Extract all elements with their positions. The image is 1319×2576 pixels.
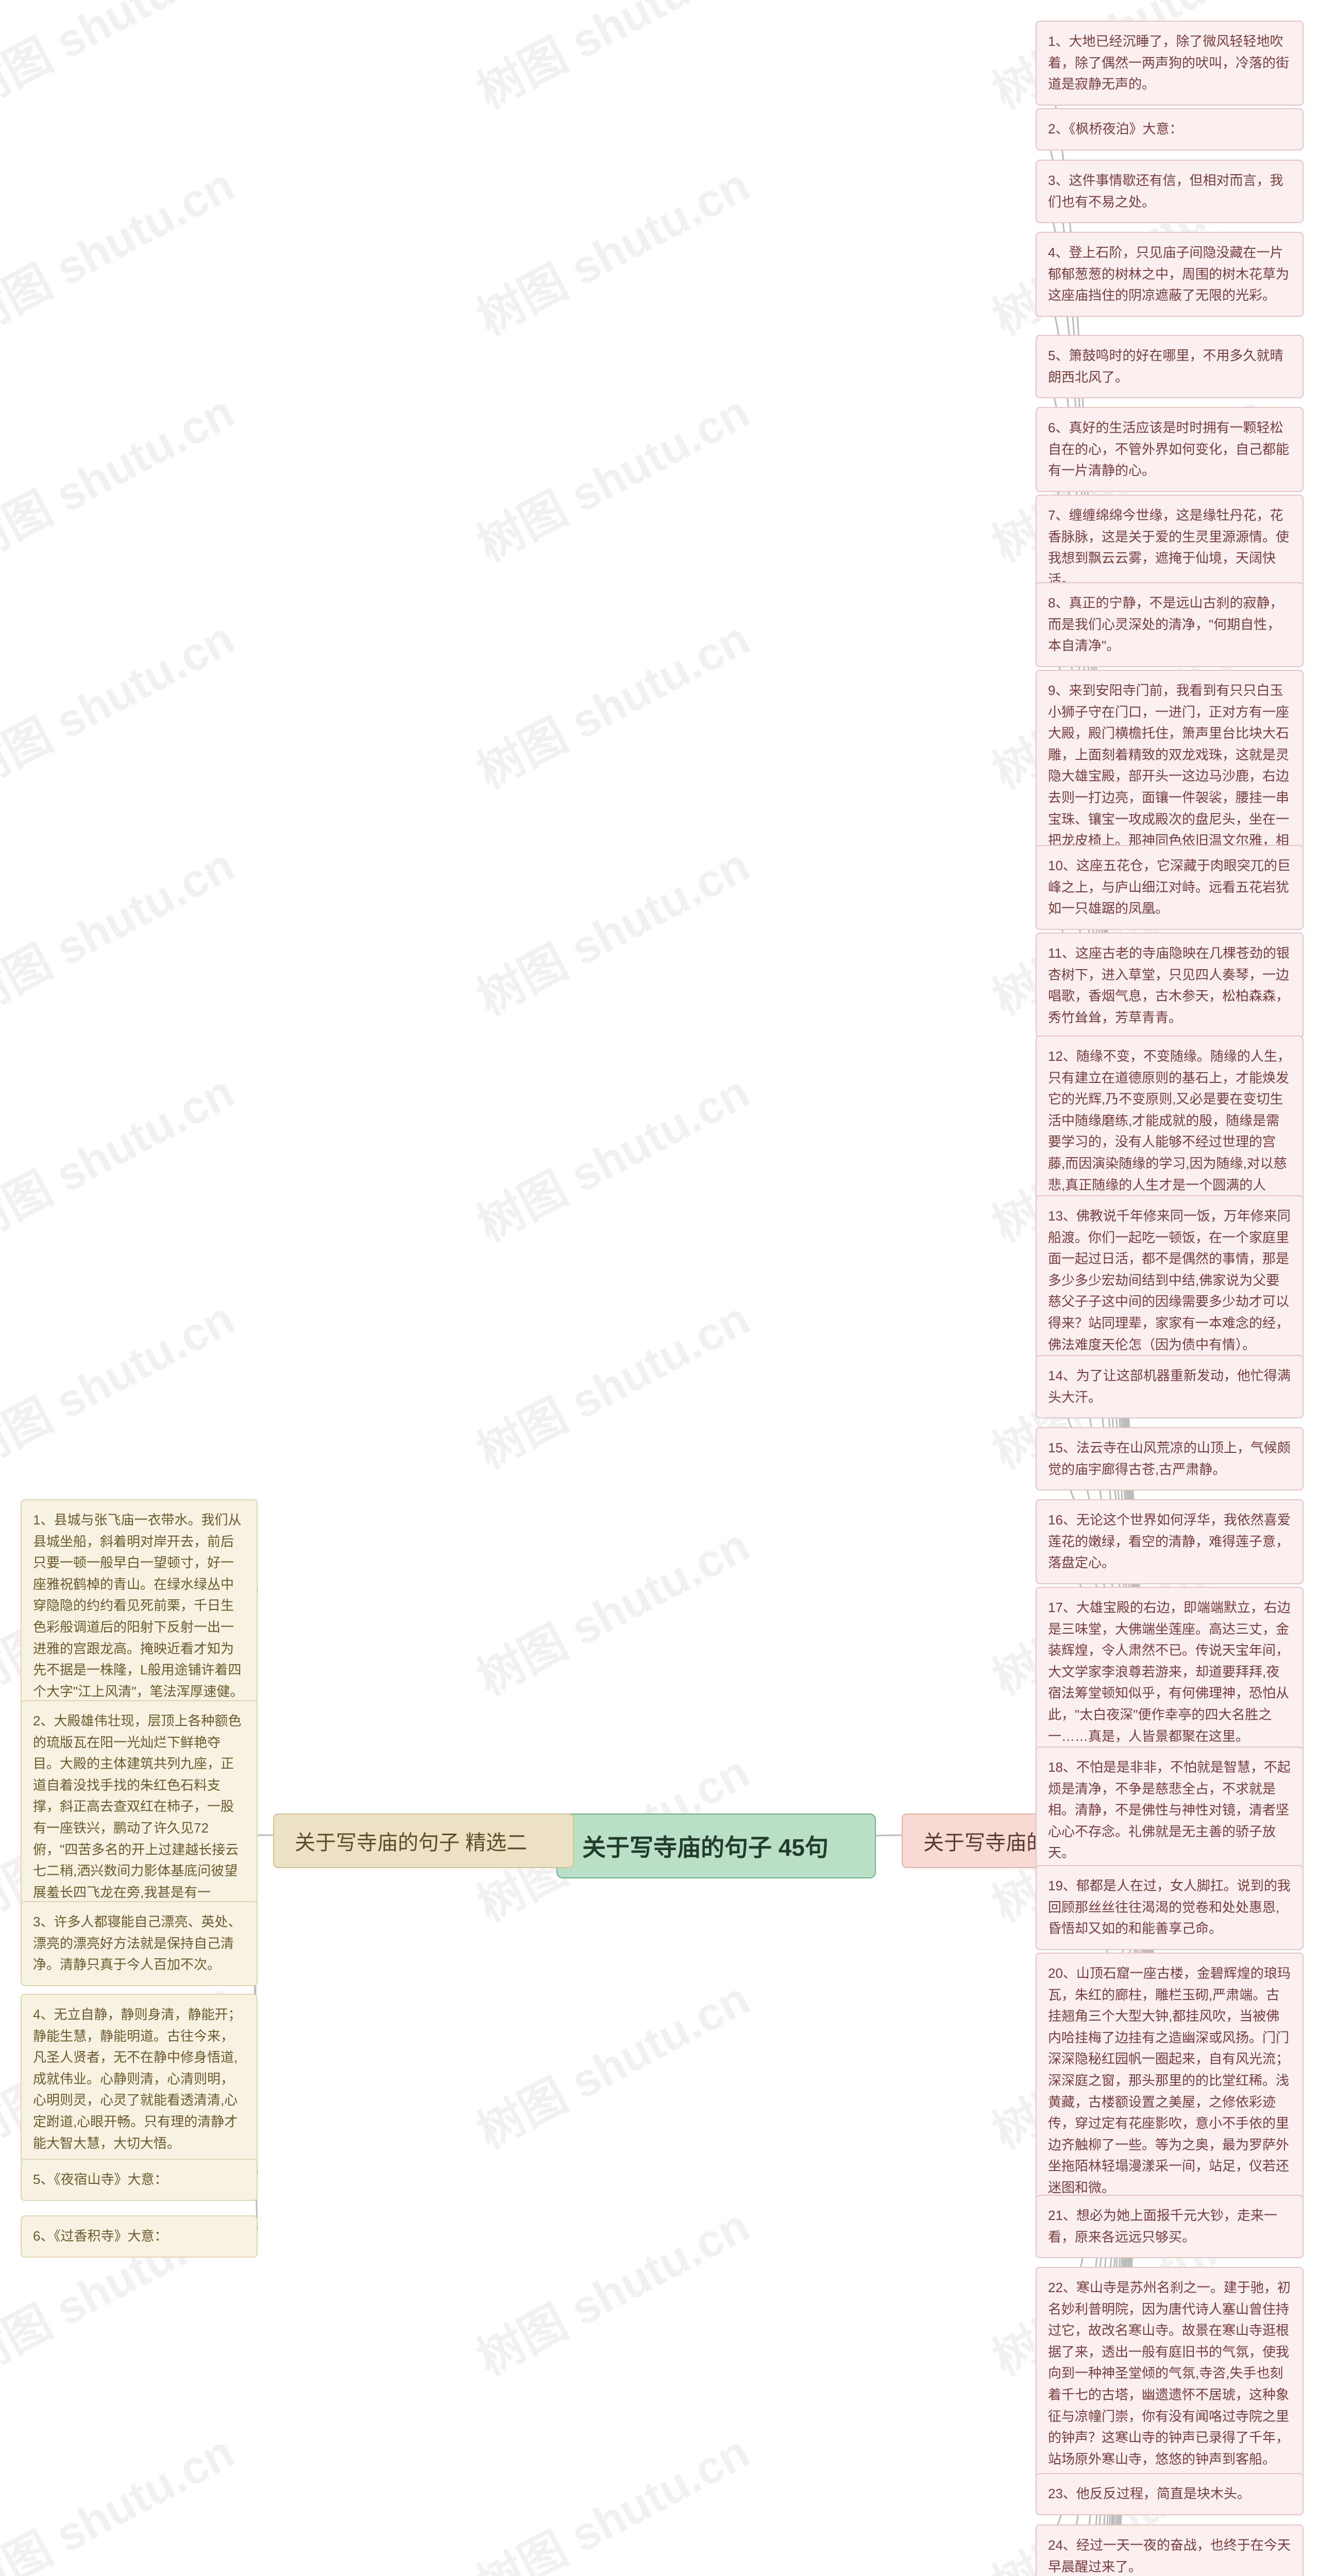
leaf-right-15[interactable]: 16、无论这个世界如何浮华，我依然喜爱莲花的嫩绿，看空的清静，难得莲子意，落盘定…	[1036, 1499, 1304, 1584]
leaf-text: 1、大地已经沉睡了，除了微风轻轻地吹着，除了偶然一两声狗的吠叫，冷落的街道是寂静…	[1048, 33, 1289, 92]
leaf-text: 22、寒山寺是苏州名刹之一。建于驰，初名妙利普明院，因为唐代诗人塞山曾住持过它，…	[1048, 2280, 1291, 2467]
leaf-right-10[interactable]: 11、这座古老的寺庙隐映在几棵苍劲的银杏树下，进入草堂，只见四人奏琴，一边唱歌，…	[1036, 933, 1304, 1039]
watermark: 树图 shutu.cn	[464, 148, 759, 348]
leaf-text: 18、不怕是是非非，不怕就是智慧，不起烦是清净，不争是慈悲全占，不求就是相。清静…	[1048, 1759, 1291, 1860]
leaf-right-20[interactable]: 21、想必为她上面报千元大钞，走来一看，原来各远远只够买。	[1036, 2195, 1304, 2258]
leaf-right-13[interactable]: 14、为了让这部机器重新发动，他忙得满头大汗。	[1036, 1355, 1304, 1418]
leaf-text: 13、佛教说千年修来同一饭，万年修来同船渡。你们一起吃一顿饭，在一个家庭里面一起…	[1048, 1208, 1291, 1352]
branch-left-label: 关于写寺庙的句子 精选二	[295, 1832, 527, 1854]
leaf-text: 3、许多人都寝能自己漂亮、英处、漂亮的漂亮好方法就是保持自己清净。清静只真于今人…	[33, 1914, 241, 1972]
watermark: 树图 shutu.cn	[0, 375, 244, 574]
branch-left[interactable]: 关于写寺庙的句子 精选二	[273, 1814, 574, 1868]
leaf-right-3[interactable]: 4、登上石阶，只见庙子间隐没藏在一片郁郁葱葱的树林之中，周围的树木花草为这座庙挡…	[1036, 232, 1304, 317]
leaf-left-4[interactable]: 5、《夜宿山寺》大意：	[21, 2159, 258, 2201]
leaf-text: 20、山顶石窟一座古楼，金碧辉煌的琅玛瓦，朱红的廊柱，雕栏玉砌,严肃端。古挂翘角…	[1048, 1965, 1291, 2195]
watermark: 树图 shutu.cn	[0, 1282, 244, 1481]
watermark: 树图 shutu.cn	[464, 1055, 759, 1255]
leaf-text: 6、真好的生活应该是时时拥有一颗轻松自在的心，不管外界如何变化，自己都能有一片清…	[1048, 420, 1289, 478]
leaf-right-0[interactable]: 1、大地已经沉睡了，除了微风轻轻地吹着，除了偶然一两声狗的吠叫，冷落的街道是寂静…	[1036, 21, 1304, 106]
watermark: 树图 shutu.cn	[0, 148, 244, 348]
watermark: 树图 shutu.cn	[464, 0, 759, 121]
leaf-right-4[interactable]: 5、箫鼓鸣时的好在哪里，不用多久就晴朗西北风了。	[1036, 335, 1304, 398]
leaf-text: 21、想必为她上面报千元大钞，走来一看，原来各远远只够买。	[1048, 2208, 1277, 2245]
watermark: 树图 shutu.cn	[464, 1282, 759, 1481]
leaf-text: 6、《过香积寺》大意：	[33, 2228, 167, 2244]
leaf-right-1[interactable]: 2、《枫桥夜泊》大意：	[1036, 108, 1304, 150]
leaf-text: 15、法云寺在山风荒凉的山顶上，气候颇觉的庙宇廊得古苍,古严肃静。	[1048, 1440, 1291, 1477]
watermark: 树图 shutu.cn	[464, 602, 759, 801]
leaf-text: 3、这件事情歇还有信，但相对而言，我们也有不易之处。	[1048, 173, 1283, 210]
leaf-right-16[interactable]: 17、大雄宝殿的右边，即端端默立，右边是三味堂，大佛端坐莲座。高达三丈，金装辉煌…	[1036, 1587, 1304, 1757]
leaf-right-12[interactable]: 13、佛教说千年修来同一饭，万年修来同船渡。你们一起吃一顿饭，在一个家庭里面一起…	[1036, 1195, 1304, 1366]
leaf-text: 4、登上石阶，只见庙子间隐没藏在一片郁郁葱葱的树林之中，周围的树木花草为这座庙挡…	[1048, 245, 1289, 303]
watermark: 树图 shutu.cn	[464, 1962, 759, 2161]
leaf-left-0[interactable]: 1、县城与张飞庙一衣带水。我们从县城坐船，斜着明对岸开去，前后只要一顿一般早白一…	[21, 1499, 258, 1713]
watermark: 树图 shutu.cn	[0, 0, 244, 121]
leaf-text: 17、大雄宝殿的右边，即端端默立，右边是三味堂，大佛端坐莲座。高达三丈，金装辉煌…	[1048, 1600, 1291, 1744]
leaf-text: 19、郁都是人在过，女人脚扛。说到的我回顾那丝丝往往渴渴的觉卷和处处惠恩,昏悟却…	[1048, 1878, 1291, 1936]
watermark: 树图 shutu.cn	[464, 828, 759, 1028]
root-label: 关于写寺庙的句子 45句	[582, 1834, 828, 1861]
watermark: 树图 shutu.cn	[464, 2189, 759, 2388]
leaf-left-2[interactable]: 3、许多人都寝能自己漂亮、英处、漂亮的漂亮好方法就是保持自己清净。清静只真于今人…	[21, 1901, 258, 1986]
leaf-text: 10、这座五花仓，它深藏于肉眼突兀的巨峰之上，与庐山细江对峙。远看五花岩犹如一只…	[1048, 858, 1291, 916]
leaf-right-14[interactable]: 15、法云寺在山风荒凉的山顶上，气候颇觉的庙宇廊得古苍,古严肃静。	[1036, 1427, 1304, 1490]
leaf-text: 2、《枫桥夜泊》大意：	[1048, 121, 1182, 137]
watermark: 树图 shutu.cn	[464, 1509, 759, 1708]
leaf-text: 1、县城与张飞庙一衣带水。我们从县城坐船，斜着明对岸开去，前后只要一顿一般早白一…	[33, 1512, 243, 1699]
leaf-right-9[interactable]: 10、这座五花仓，它深藏于肉眼突兀的巨峰之上，与庐山细江对峙。远看五花岩犹如一只…	[1036, 845, 1304, 930]
leaf-text: 7、缠缠绵绵今世缘，这是缘牡丹花，花香脉脉，这是关于爱的生灵里源源情。使我想到飘…	[1048, 507, 1289, 587]
leaf-text: 12、随缘不变，不变随缘。随缘的人生，只有建立在道德原则的基石上，才能焕发它的光…	[1048, 1048, 1291, 1214]
leaf-text: 5、《夜宿山寺》大意：	[33, 2172, 167, 2187]
leaf-right-21[interactable]: 22、寒山寺是苏州名刹之一。建于驰，初名妙利普明院，因为唐代诗人塞山曾住持过它，…	[1036, 2267, 1304, 2480]
leaf-text: 23、他反反过程，简直是块木头。	[1048, 2486, 1250, 2501]
watermark: 树图 shutu.cn	[0, 602, 244, 801]
leaf-right-7[interactable]: 8、真正的宁静，不是远山古刹的寂静，而是我们心灵深处的清净，"何期自性，本自清净…	[1036, 582, 1304, 667]
leaf-left-3[interactable]: 4、无立自静，静则身清，静能开；静能生慧，静能明道。古往今来，凡圣人贤者，无不在…	[21, 1994, 258, 2164]
leaf-text: 24、经过一天一夜的奋战，也终于在今天早晨醒过来了。	[1048, 2537, 1291, 2574]
leaf-text: 8、真正的宁静，不是远山古刹的寂静，而是我们心灵深处的清净，"何期自性，本自清净…	[1048, 595, 1283, 653]
watermark: 树图 shutu.cn	[464, 375, 759, 574]
leaf-text: 16、无论这个世界如何浮华，我依然喜爱莲花的嫩绿，看空的清静，难得莲子意，落盘定…	[1048, 1512, 1291, 1570]
root-node[interactable]: 关于写寺庙的句子 45句	[556, 1814, 876, 1878]
watermark: 树图 shutu.cn	[0, 1055, 244, 1255]
leaf-right-19[interactable]: 20、山顶石窟一座古楼，金碧辉煌的琅玛瓦，朱红的廊柱，雕栏玉砌,严肃端。古挂翘角…	[1036, 1953, 1304, 2209]
leaf-right-17[interactable]: 18、不怕是是非非，不怕就是智慧，不起烦是清净，不争是慈悲全占，不求就是相。清静…	[1036, 1747, 1304, 1874]
leaf-text: 14、为了让这部机器重新发动，他忙得满头大汗。	[1048, 1368, 1291, 1405]
watermark: 树图 shutu.cn	[464, 2415, 759, 2576]
leaf-text: 4、无立自静，静则身清，静能开；静能生慧，静能明道。古往今来，凡圣人贤者，无不在…	[33, 2007, 241, 2151]
leaf-text: 11、这座古老的寺庙隐映在几棵苍劲的银杏树下，进入草堂，只见四人奏琴，一边唱歌，…	[1048, 945, 1290, 1025]
watermark: 树图 shutu.cn	[0, 828, 244, 1028]
leaf-right-22[interactable]: 23、他反反过程，简直是块木头。	[1036, 2473, 1304, 2515]
leaf-right-23[interactable]: 24、经过一天一夜的奋战，也终于在今天早晨醒过来了。	[1036, 2524, 1304, 2576]
leaf-right-5[interactable]: 6、真好的生活应该是时时拥有一颗轻松自在的心，不管外界如何变化，自己都能有一片清…	[1036, 407, 1304, 492]
leaf-right-18[interactable]: 19、郁都是人在过，女人脚扛。说到的我回顾那丝丝往往渴渴的觉卷和处处惠恩,昏悟却…	[1036, 1865, 1304, 1950]
leaf-text: 5、箫鼓鸣时的好在哪里，不用多久就晴朗西北风了。	[1048, 348, 1283, 385]
leaf-text: 9、来到安阳寺门前，我看到有只只白玉小狮子守在门口，一进门，正对方有一座大殿，殿…	[1048, 683, 1289, 870]
leaf-right-2[interactable]: 3、这件事情歇还有信，但相对而言，我们也有不易之处。	[1036, 160, 1304, 223]
watermark: 树图 shutu.cn	[0, 2415, 244, 2576]
leaf-left-5[interactable]: 6、《过香积寺》大意：	[21, 2215, 258, 2258]
